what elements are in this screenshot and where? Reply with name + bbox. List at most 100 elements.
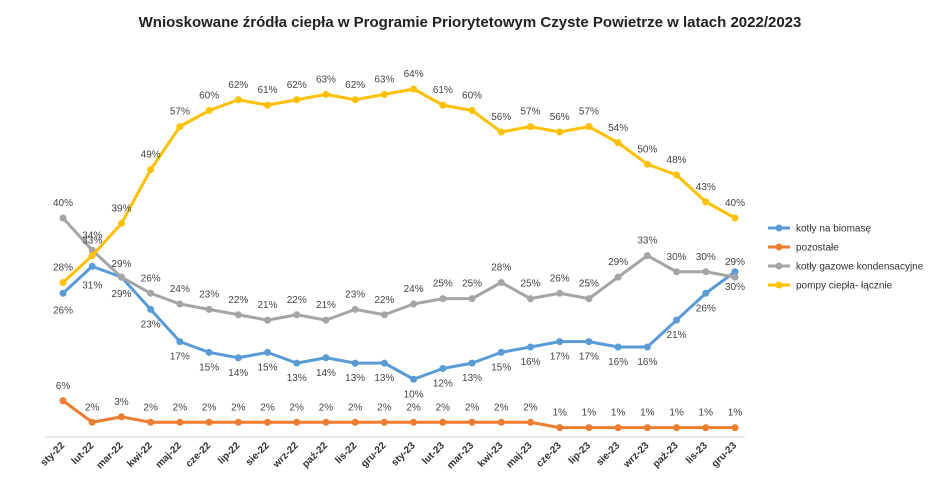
x-tick-label: cze-23 bbox=[534, 440, 564, 470]
data-point bbox=[468, 418, 476, 426]
series-line bbox=[61, 399, 737, 430]
x-tick-label: sie-22 bbox=[244, 440, 272, 468]
data-label: 13% bbox=[345, 373, 365, 384]
legend-marker bbox=[775, 243, 783, 251]
data-label: 2% bbox=[143, 402, 158, 413]
data-point bbox=[205, 305, 213, 313]
data-label: 24% bbox=[404, 284, 424, 295]
x-tick-label: kwi-22 bbox=[125, 440, 155, 470]
data-label: 57% bbox=[520, 107, 540, 118]
data-point bbox=[351, 418, 359, 426]
data-label: 63% bbox=[374, 74, 394, 85]
data-label: 2% bbox=[465, 402, 480, 413]
x-tick-label: lis-23 bbox=[684, 440, 710, 466]
data-point bbox=[380, 90, 388, 98]
data-point bbox=[147, 418, 155, 426]
x-tick-label: maj-23 bbox=[504, 440, 534, 470]
data-label: 21% bbox=[667, 330, 687, 341]
data-point bbox=[673, 424, 681, 432]
data-point bbox=[702, 424, 710, 432]
data-point bbox=[293, 418, 301, 426]
data-label: 16% bbox=[520, 357, 540, 368]
data-point bbox=[293, 359, 301, 367]
data-label: 17% bbox=[170, 352, 190, 363]
data-point bbox=[322, 354, 330, 362]
data-label: 56% bbox=[550, 112, 570, 123]
data-label: 23% bbox=[141, 319, 161, 330]
data-point bbox=[643, 252, 651, 260]
data-label: 29% bbox=[111, 259, 131, 270]
x-tick-label: paź-23 bbox=[651, 440, 681, 470]
data-label: 24% bbox=[170, 284, 190, 295]
data-label: 62% bbox=[287, 80, 307, 91]
data-point bbox=[439, 101, 447, 109]
data-label: 31% bbox=[82, 280, 102, 291]
data-point bbox=[59, 214, 67, 222]
data-label: 2% bbox=[406, 402, 421, 413]
x-tick-label: wrz-23 bbox=[621, 440, 652, 471]
data-point bbox=[410, 375, 418, 383]
x-tick-label: maj-22 bbox=[154, 440, 184, 470]
data-label: 21% bbox=[316, 300, 336, 311]
x-tick-label: sie-23 bbox=[594, 440, 622, 468]
data-label: 30% bbox=[667, 252, 687, 263]
data-label: 61% bbox=[433, 85, 453, 96]
data-point bbox=[556, 424, 564, 432]
x-tick-label: mar-22 bbox=[95, 440, 126, 471]
data-label: 2% bbox=[231, 402, 246, 413]
data-point bbox=[264, 316, 272, 324]
data-label: 29% bbox=[111, 289, 131, 300]
legend-label: kotły gazowe kondensacyjne bbox=[796, 262, 924, 273]
data-point bbox=[468, 359, 476, 367]
data-point bbox=[351, 359, 359, 367]
data-point bbox=[59, 289, 67, 297]
data-label: 21% bbox=[258, 300, 278, 311]
data-label: 2% bbox=[377, 402, 392, 413]
data-point bbox=[497, 418, 505, 426]
legend-label: pozostałe bbox=[796, 243, 839, 254]
x-tick-label: cze-22 bbox=[184, 440, 214, 470]
data-point bbox=[176, 418, 184, 426]
data-point bbox=[526, 295, 534, 303]
data-point bbox=[731, 214, 739, 222]
data-point bbox=[556, 128, 564, 136]
data-point bbox=[205, 107, 213, 114]
data-label: 2% bbox=[348, 402, 363, 413]
x-tick-label: gru-23 bbox=[710, 440, 740, 470]
data-label: 1% bbox=[582, 408, 597, 419]
data-label: 25% bbox=[433, 279, 453, 290]
x-tick-label: lis-22 bbox=[333, 440, 359, 466]
data-label: 12% bbox=[433, 379, 453, 390]
data-label: 3% bbox=[114, 397, 129, 408]
data-point bbox=[614, 273, 622, 281]
data-label: 28% bbox=[491, 263, 511, 274]
data-point bbox=[234, 96, 242, 104]
data-point bbox=[410, 85, 418, 93]
data-point bbox=[88, 418, 96, 426]
data-point bbox=[59, 397, 67, 405]
data-point bbox=[234, 311, 242, 319]
data-label: 2% bbox=[436, 402, 451, 413]
data-point bbox=[293, 311, 301, 319]
data-label: 2% bbox=[173, 402, 188, 413]
data-label: 16% bbox=[637, 357, 657, 368]
data-label: 16% bbox=[608, 357, 628, 368]
data-point bbox=[731, 268, 739, 276]
data-label: 50% bbox=[637, 144, 657, 155]
data-label: 22% bbox=[374, 295, 394, 306]
data-label: 33% bbox=[637, 236, 657, 247]
legend-marker bbox=[775, 224, 783, 232]
data-point bbox=[731, 273, 739, 281]
data-label: 14% bbox=[228, 368, 248, 379]
data-point bbox=[234, 354, 242, 362]
data-label: 2% bbox=[202, 402, 217, 413]
data-label: 2% bbox=[494, 402, 509, 413]
data-label: 62% bbox=[228, 80, 248, 91]
data-label: 23% bbox=[199, 289, 219, 300]
data-point bbox=[614, 424, 622, 432]
data-point bbox=[380, 359, 388, 367]
data-point bbox=[468, 107, 476, 114]
data-label: 54% bbox=[608, 123, 628, 134]
legend-label: pompy ciepła- łącznie bbox=[796, 281, 893, 292]
x-tick-label: gru-22 bbox=[359, 440, 389, 470]
